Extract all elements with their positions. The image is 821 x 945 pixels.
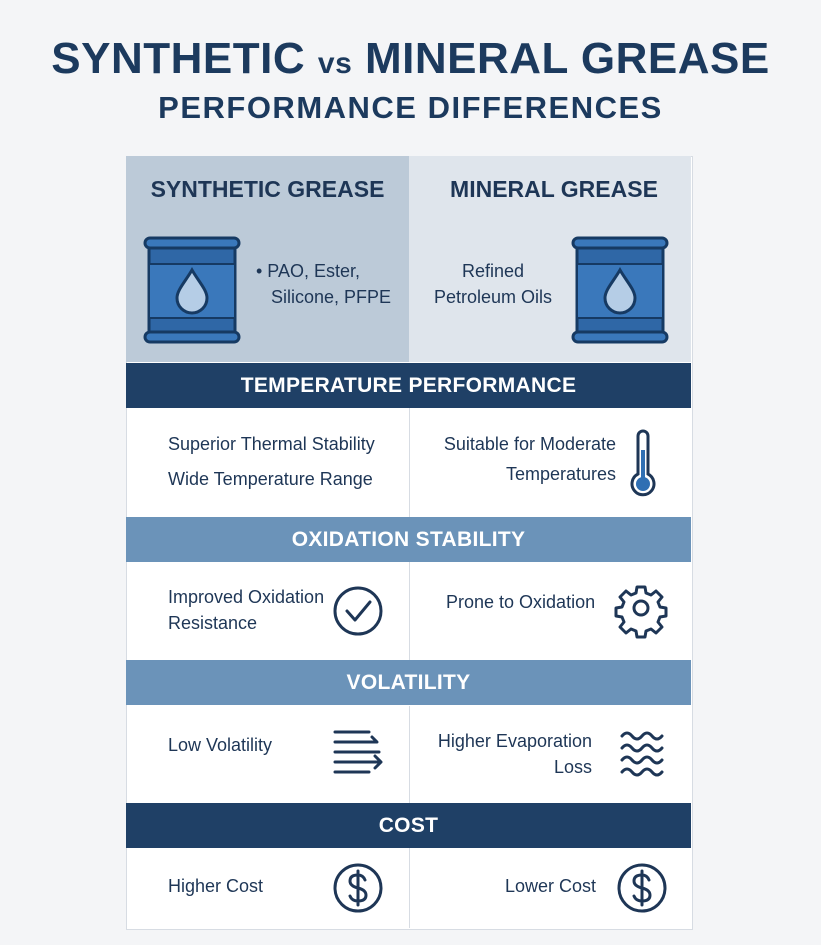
feature-line: Higher Cost <box>168 876 264 896</box>
title-left: SYNTHETIC <box>51 34 306 83</box>
feature-line: Prone to Oxidation <box>446 592 596 612</box>
thermometer-icon <box>630 429 656 497</box>
section-bar: VOLATILITY <box>126 660 691 705</box>
feature-line: Suitable for Moderate <box>443 434 616 454</box>
column-name: SYNTHETIC GREASE <box>150 176 385 202</box>
base-oil-line: Petroleum Oils <box>433 287 553 307</box>
feature-line: Superior Thermal Stability <box>168 434 375 454</box>
section-bar: COST <box>126 803 691 848</box>
column-name: MINERAL GREASE <box>450 176 658 202</box>
check-icon <box>333 586 383 636</box>
divider <box>409 848 410 928</box>
arrows-icon <box>333 730 383 774</box>
divider <box>409 408 410 517</box>
divider <box>409 706 410 803</box>
feature-line: Improved Oxidation <box>168 587 325 607</box>
feature-line: Low Volatility <box>168 735 273 755</box>
feature-line: Resistance <box>168 613 258 633</box>
base-oil-line: • PAO, Ester, <box>256 261 361 281</box>
feature-line: Loss <box>553 757 592 777</box>
barrel-icon <box>571 236 669 344</box>
dollar-icon <box>333 863 383 913</box>
base-oil-line: Refined <box>461 261 525 281</box>
gear-icon <box>614 585 668 639</box>
title: SYNTHETIC vs MINERAL GREASE <box>0 34 821 84</box>
section-bar: OXIDATION STABILITY <box>126 517 691 562</box>
title-vs: vs <box>317 47 353 80</box>
waves-icon <box>620 731 664 777</box>
feature-line: Wide Temperature Range <box>168 469 373 489</box>
subtitle: PERFORMANCE DIFFERENCES <box>158 90 663 125</box>
dollar-icon <box>617 863 667 913</box>
feature-line: Lower Cost <box>504 876 596 896</box>
divider <box>409 562 410 660</box>
barrel-icon <box>143 236 241 344</box>
feature-line: Higher Evaporation <box>437 731 592 751</box>
title-right: MINERAL GREASE <box>365 34 770 83</box>
feature-line: Temperatures <box>505 464 616 484</box>
base-oil-line: Silicone, PFPE <box>271 287 392 307</box>
section-bar: TEMPERATURE PERFORMANCE <box>126 363 691 408</box>
